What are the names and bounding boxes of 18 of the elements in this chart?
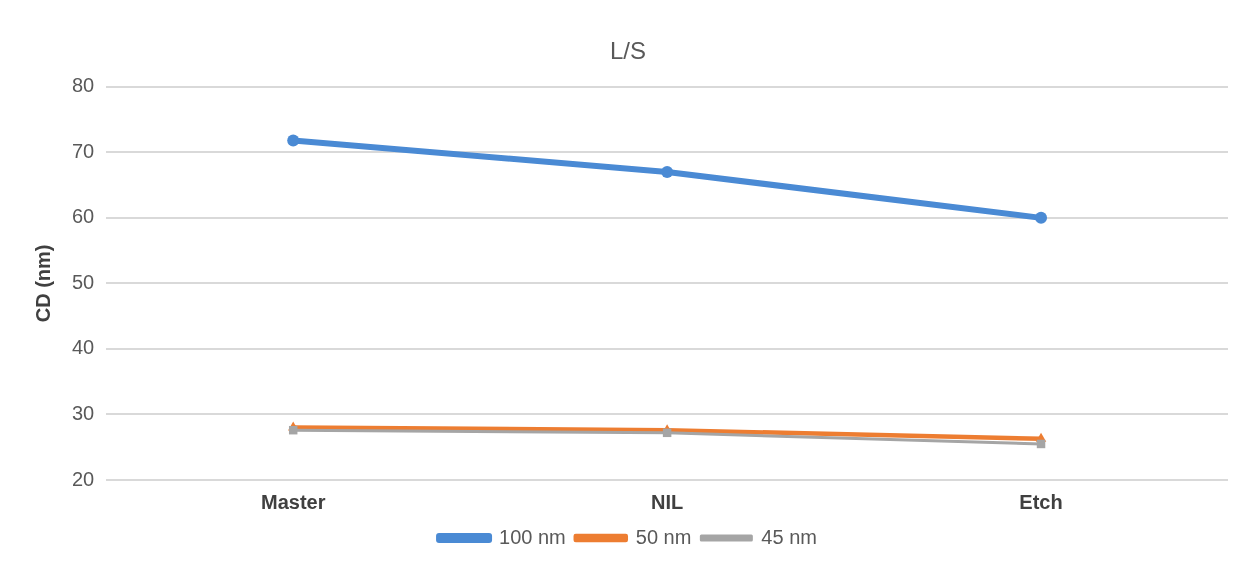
legend-label: 100 nm bbox=[499, 525, 566, 548]
x-tick-label: Master bbox=[260, 490, 326, 513]
chart-title: L/S bbox=[609, 37, 647, 65]
point bbox=[287, 134, 300, 147]
y-tick-label: 70 bbox=[72, 139, 95, 162]
y-tick-label: 50 bbox=[72, 270, 95, 293]
point bbox=[661, 165, 674, 178]
y-tick-label: 20 bbox=[72, 467, 95, 490]
x-tick-label: Etch bbox=[1019, 490, 1063, 513]
y-tick-label: 80 bbox=[72, 74, 95, 97]
legend-label: 50 nm bbox=[635, 525, 692, 548]
y-tick-label: 60 bbox=[72, 205, 95, 228]
x-tick-label: NIL bbox=[651, 490, 684, 513]
point bbox=[1035, 211, 1048, 224]
y-axis-title: CD (nm) bbox=[31, 244, 54, 323]
legend-label: 45 nm bbox=[761, 525, 817, 548]
y-tick-label: 30 bbox=[72, 401, 95, 424]
y-tick-label: 40 bbox=[72, 336, 95, 359]
